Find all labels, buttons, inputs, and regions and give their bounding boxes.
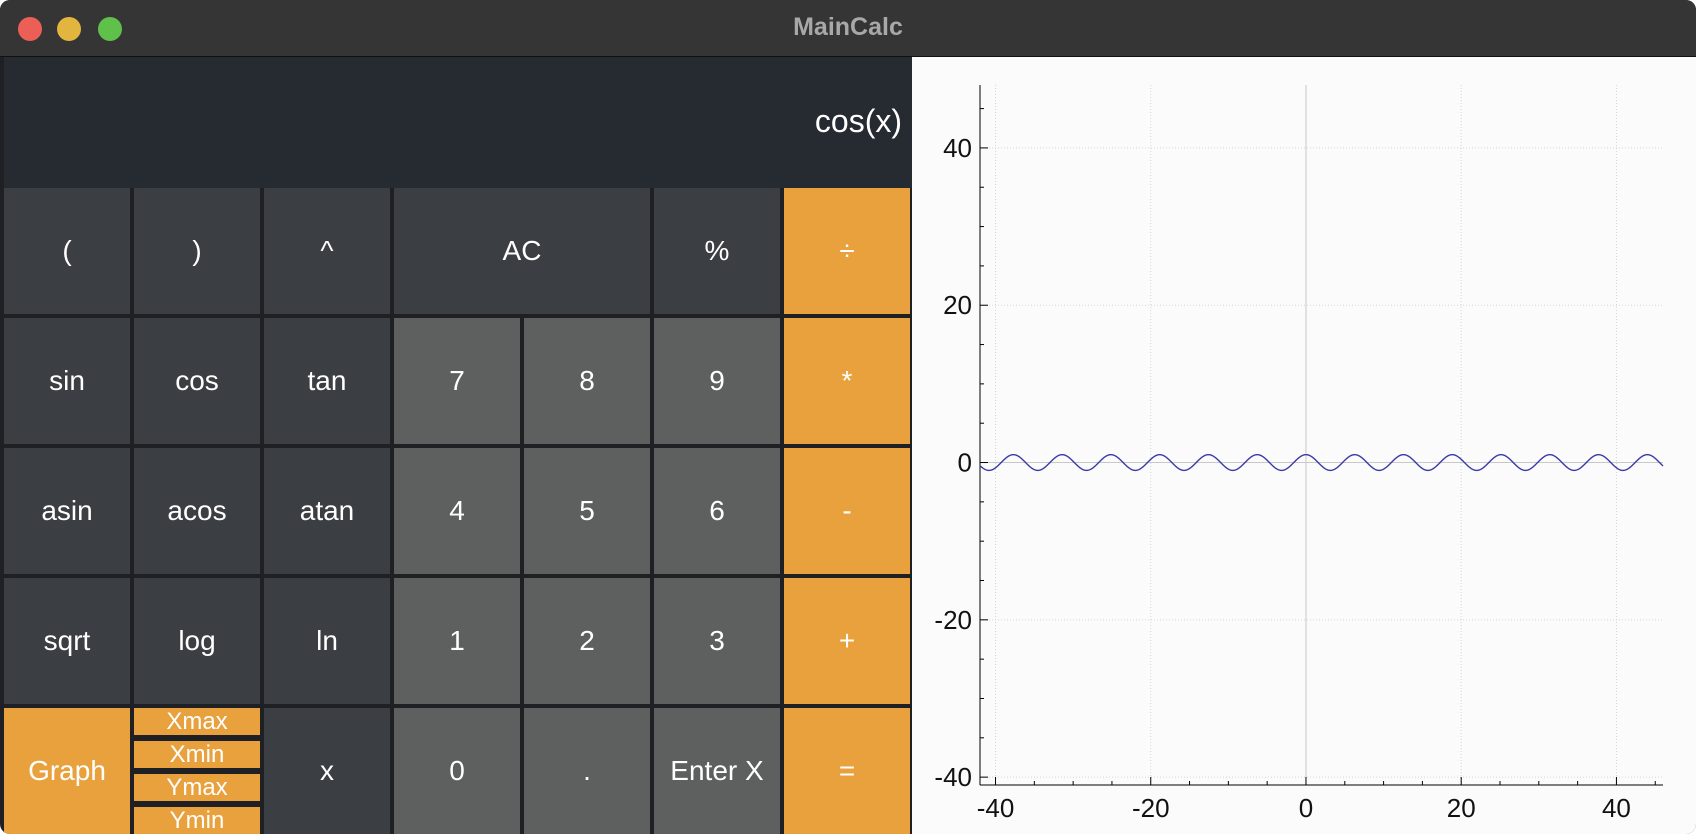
y-tick-label: 40 <box>943 133 972 163</box>
x-tick-label: -40 <box>977 793 1015 823</box>
acos-button[interactable]: acos <box>134 448 260 574</box>
plus-button[interactable]: + <box>784 578 910 704</box>
minimize-window-button[interactable] <box>57 17 81 41</box>
digit-8-button[interactable]: 8 <box>524 318 650 444</box>
tan-button[interactable]: tan <box>264 318 390 444</box>
digit-5-button[interactable]: 5 <box>524 448 650 574</box>
percent-button[interactable]: % <box>654 188 780 314</box>
close-window-button[interactable] <box>18 17 42 41</box>
ymax-button[interactable]: Ymax <box>134 774 260 801</box>
window-title: MainCalc <box>793 13 903 41</box>
graph-button[interactable]: Graph <box>4 708 130 834</box>
enter-x-button[interactable]: Enter X <box>654 708 780 834</box>
digit-4-button[interactable]: 4 <box>394 448 520 574</box>
digit-6-button[interactable]: 6 <box>654 448 780 574</box>
digit-7-button[interactable]: 7 <box>394 318 520 444</box>
graph-plot: -40 -20 0 20 40 -40 -20 0 20 40 <box>934 85 1664 823</box>
atan-button[interactable]: atan <box>264 448 390 574</box>
y-tick-label: -20 <box>934 605 972 635</box>
x-tick-label: 20 <box>1447 793 1476 823</box>
digit-3-button[interactable]: 3 <box>654 578 780 704</box>
zoom-window-button[interactable] <box>98 17 122 41</box>
x-tick-label: 40 <box>1602 793 1631 823</box>
power-button[interactable]: ^ <box>264 188 390 314</box>
xmin-button[interactable]: Xmin <box>134 741 260 768</box>
xmax-button[interactable]: Xmax <box>134 708 260 735</box>
right-paren-button[interactable]: ) <box>134 188 260 314</box>
all-clear-button[interactable]: AC <box>394 188 650 314</box>
digit-1-button[interactable]: 1 <box>394 578 520 704</box>
digit-9-button[interactable]: 9 <box>654 318 780 444</box>
ln-button[interactable]: ln <box>264 578 390 704</box>
expression-text: cos(x) <box>814 103 902 139</box>
equals-button[interactable]: = <box>784 708 910 834</box>
decimal-point-button[interactable]: . <box>524 708 650 834</box>
x-tick-label: 0 <box>1299 793 1313 823</box>
cos-x-curve <box>979 453 1664 472</box>
sqrt-button[interactable]: sqrt <box>4 578 130 704</box>
sin-button[interactable]: sin <box>4 318 130 444</box>
x-variable-button[interactable]: x <box>264 708 390 834</box>
multiply-button[interactable]: * <box>784 318 910 444</box>
minus-button[interactable]: - <box>784 448 910 574</box>
title-bar: MainCalc <box>0 0 1696 57</box>
y-tick-label: 20 <box>943 290 972 320</box>
asin-button[interactable]: asin <box>4 448 130 574</box>
left-paren-button[interactable]: ( <box>4 188 130 314</box>
y-tick-label: -40 <box>934 762 972 792</box>
divide-button[interactable]: ÷ <box>784 188 910 314</box>
digit-2-button[interactable]: 2 <box>524 578 650 704</box>
cos-button[interactable]: cos <box>134 318 260 444</box>
expression-display: cos(x) <box>4 57 912 188</box>
x-tick-label: -20 <box>1132 793 1170 823</box>
log-button[interactable]: log <box>134 578 260 704</box>
y-tick-label: 0 <box>958 448 972 478</box>
digit-0-button[interactable]: 0 <box>394 708 520 834</box>
graph-panel: -40 -20 0 20 40 -40 -20 0 20 40 <box>912 57 1696 834</box>
ymin-button[interactable]: Ymin <box>134 807 260 834</box>
